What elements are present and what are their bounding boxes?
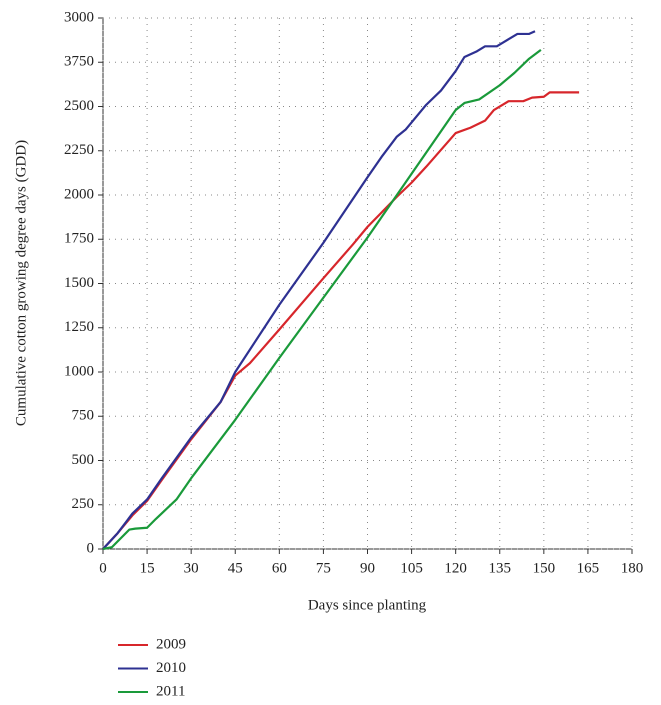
y-tick-label: 1250 [64, 319, 94, 335]
y-tick-label: 750 [72, 408, 95, 424]
x-tick-label: 0 [99, 560, 107, 576]
y-tick-label: 500 [72, 452, 95, 468]
x-tick-label: 60 [272, 560, 287, 576]
x-tick-label: 90 [360, 560, 375, 576]
y-tick-label: 2250 [64, 142, 94, 158]
y-tick-label: 3750 [64, 54, 94, 70]
legend-label: 2009 [156, 636, 186, 652]
x-axis-label: Days since planting [308, 597, 427, 613]
line-series [102, 48, 542, 551]
y-tick-label: 2500 [64, 98, 94, 114]
legend-label: 2010 [156, 660, 186, 676]
x-tick-label: 135 [489, 560, 512, 576]
x-tick-label: 15 [140, 560, 155, 576]
y-tick-label: 0 [87, 540, 95, 556]
x-tick-label: 180 [621, 560, 644, 576]
legend-label: 2011 [156, 683, 185, 699]
y-axis-label: Cumulative cotton growing degree days (G… [13, 140, 29, 426]
line-series [102, 30, 536, 550]
y-tick-label: 1750 [64, 231, 94, 247]
y-tick-label: 250 [72, 496, 95, 512]
x-tick-label: 75 [316, 560, 331, 576]
x-tick-label: 165 [577, 560, 600, 576]
x-tick-label: 120 [444, 560, 467, 576]
x-tick-label: 105 [400, 560, 423, 576]
y-tick-label: 1500 [64, 275, 94, 291]
line-series [102, 91, 580, 550]
x-tick-label: 150 [533, 560, 556, 576]
x-tick-label: 45 [228, 560, 243, 576]
y-tick-label: 2000 [64, 186, 94, 202]
x-tick-label: 30 [184, 560, 199, 576]
y-tick-label: 1000 [64, 363, 94, 379]
y-tick-label: 3000 [64, 9, 94, 25]
